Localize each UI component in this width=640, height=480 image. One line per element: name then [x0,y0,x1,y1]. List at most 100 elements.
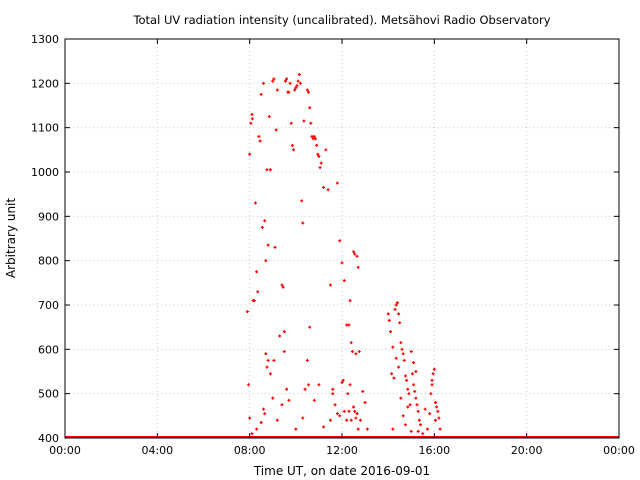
data-point [421,432,425,436]
data-point [328,283,332,287]
data-point [307,383,311,387]
data-point [263,412,267,416]
data-point [401,414,405,418]
data-point [425,427,429,431]
data-point [341,378,345,382]
data-point [433,401,437,405]
data-point [317,154,321,158]
x-tick-label: 04:00 [141,444,173,457]
data-point [342,279,346,283]
data-point [268,372,272,376]
data-point [285,77,289,81]
data-point [418,423,422,427]
data-point [348,383,352,387]
x-tick-label: 16:00 [418,444,450,457]
data-point [353,409,357,413]
data-point [345,418,349,422]
y-tick-label: 700 [38,299,59,312]
data-point [358,418,362,422]
x-tick-label: 12:00 [326,444,358,457]
data-point [309,121,313,125]
data-point [405,378,409,382]
data-point [308,106,312,110]
data-point [400,347,404,351]
data-point [256,290,260,294]
data-point [287,90,291,94]
data-point [307,90,311,94]
data-point [281,285,285,289]
data-point [342,409,346,413]
data-point [265,365,269,369]
data-point [308,325,312,329]
data-point [326,188,330,192]
data-point [363,401,367,405]
data-point [258,139,262,143]
y-tick-label: 600 [38,343,59,356]
data-point [271,396,275,400]
data-point [416,409,420,413]
data-point [390,372,394,376]
data-point [295,84,299,88]
data-point [278,334,282,338]
data-point [433,418,437,422]
data-point [266,243,270,247]
data-point [430,378,434,382]
data-point [338,239,342,243]
data-point [301,221,305,225]
data-point [349,418,353,422]
data-point [257,135,261,139]
data-point [274,128,278,132]
data-point [255,427,259,431]
data-point [285,387,289,391]
data-point [290,143,294,147]
y-axis-label: Arbitrary unit [4,198,18,278]
data-point [316,152,320,156]
data-point [305,88,309,92]
data-point [350,350,354,354]
y-tick-label: 1000 [31,166,59,179]
data-point [347,323,351,327]
data-point [429,392,433,396]
data-point [318,166,322,170]
data-point [268,168,272,172]
data-point [247,383,251,387]
data-point [328,418,332,422]
data-point [413,389,417,393]
data-point [430,383,434,387]
data-point [315,143,319,147]
y-tick-label: 1100 [31,122,59,135]
data-point [250,432,254,436]
data-point [324,148,328,152]
data-point [292,148,296,152]
data-point [275,88,279,92]
data-point [408,403,412,407]
data-point [335,181,339,185]
y-tick-label: 400 [38,432,59,445]
data-point [414,396,418,400]
data-point [280,403,284,407]
data-point [260,225,264,229]
data-point [301,416,305,420]
data-point [352,250,356,254]
plot-frame [64,38,620,439]
data-point [436,409,440,413]
data-point [331,387,335,391]
data-point [288,81,292,85]
data-point [248,152,252,156]
data-point [282,330,286,334]
data-point [312,398,316,402]
data-point [275,418,279,422]
data-point [280,283,284,287]
data-point [282,350,286,354]
x-tick-labels: 00:00 04:00 08:00 12:00 16:00 20:00 00:00 [49,444,635,457]
data-point [423,407,427,411]
data-point [248,416,252,420]
data-point [249,121,253,125]
data-point [294,86,298,90]
data-point [347,409,351,413]
y-tick-label: 1300 [31,33,59,46]
data-point [266,358,270,362]
x-tick-label: 00:00 [49,444,81,457]
data-point [397,312,401,316]
